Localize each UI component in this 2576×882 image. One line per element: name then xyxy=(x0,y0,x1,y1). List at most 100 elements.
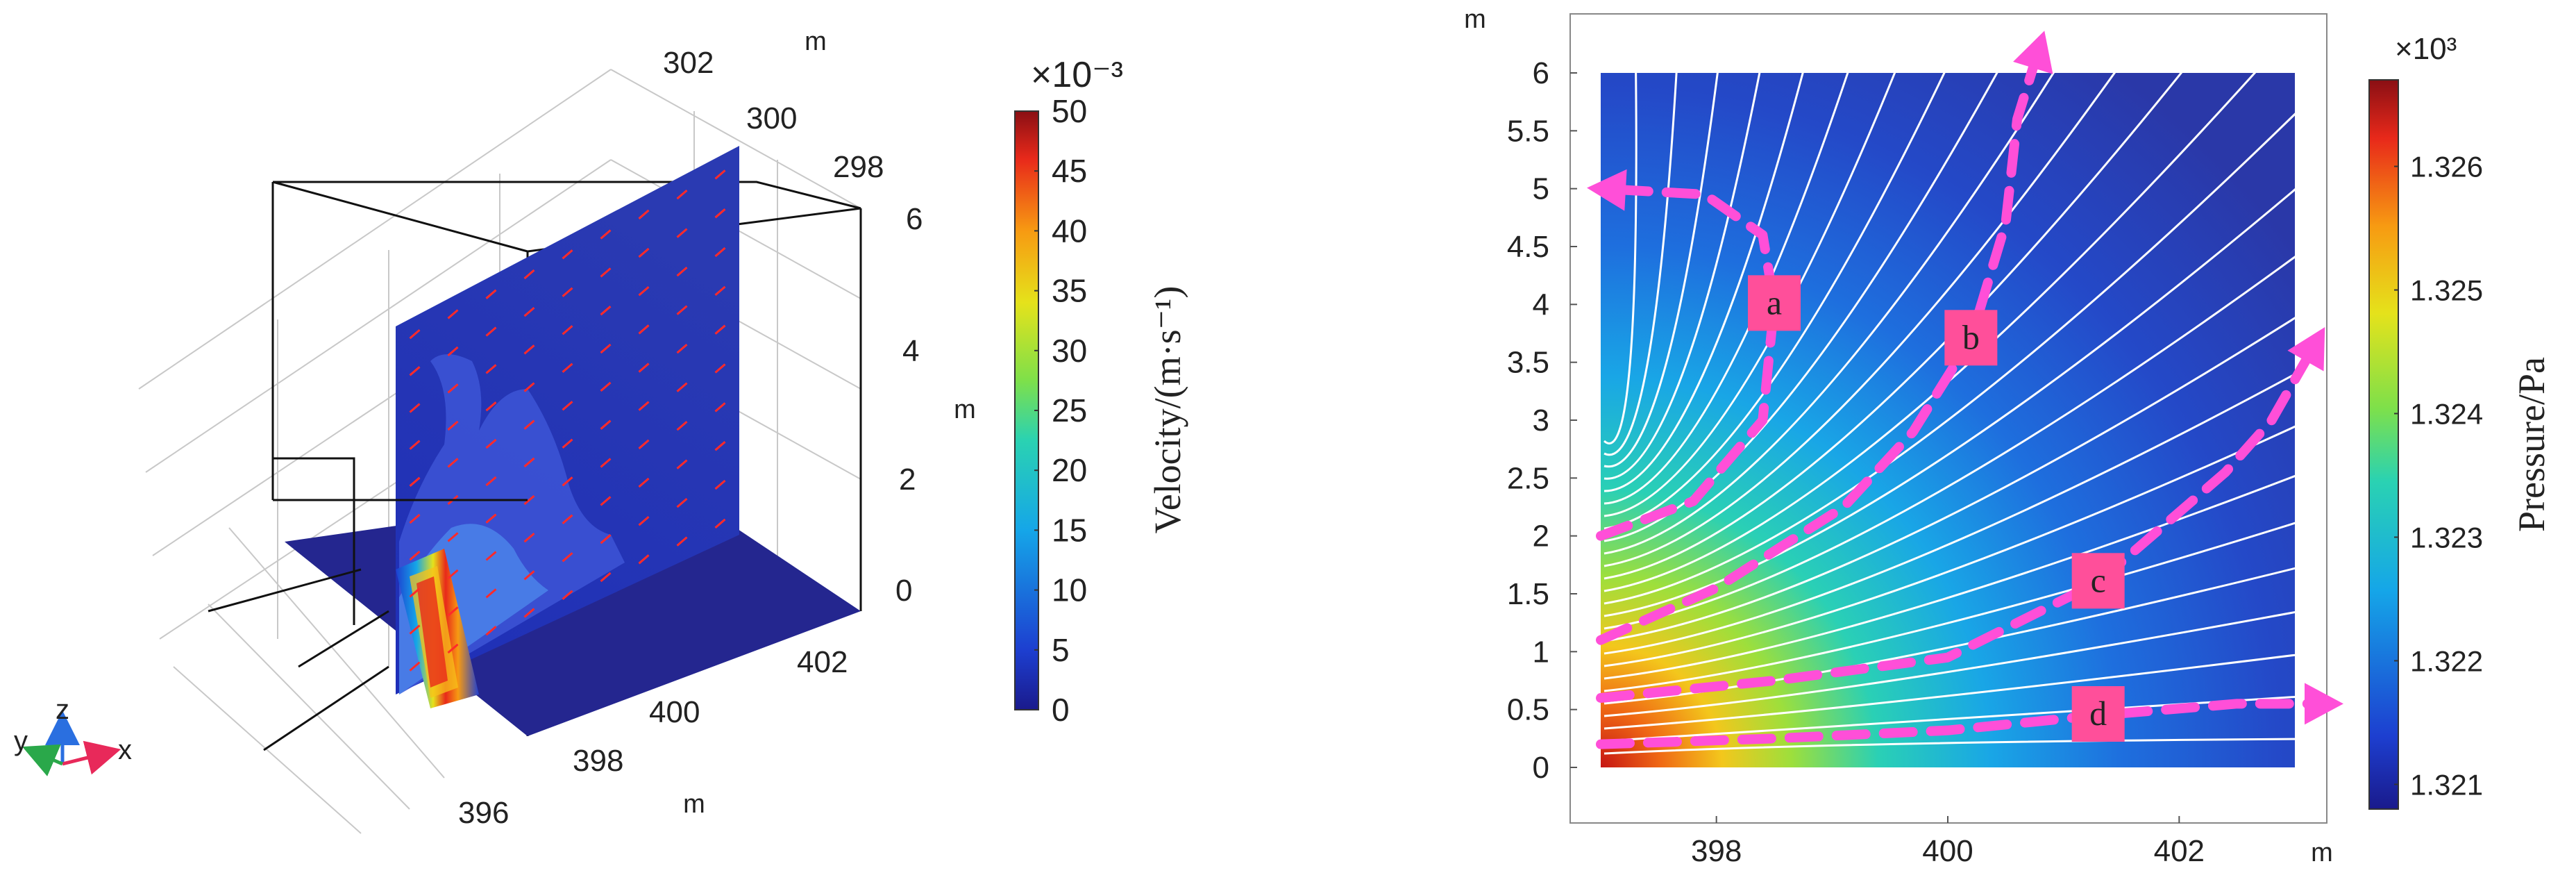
velocity-arrow xyxy=(562,476,573,487)
velocity-arrow xyxy=(447,309,459,319)
velocity-arrow xyxy=(485,326,497,337)
x-tick: 402 xyxy=(797,645,848,679)
streamline xyxy=(1603,474,2295,680)
flow-path-d xyxy=(1596,699,2334,749)
streamline xyxy=(1603,73,2183,580)
streamline xyxy=(1603,654,2295,730)
velocity-arrow xyxy=(485,438,497,449)
y-tick-label: 6 xyxy=(1533,56,1549,90)
velocity-arrow xyxy=(523,419,535,430)
velocity-arrow xyxy=(447,643,459,654)
velocity-arrow xyxy=(714,169,726,180)
y-unit: m xyxy=(805,27,827,56)
velocity-arrow xyxy=(523,494,535,506)
velocity-arrow xyxy=(600,229,612,240)
velocity-arrow xyxy=(447,420,459,431)
colorbar-tick-label: 25 xyxy=(1052,392,1087,428)
flow-path-arrowhead xyxy=(1587,169,1627,211)
streamline xyxy=(1603,113,2295,605)
streamline xyxy=(1603,73,2257,592)
x-tick-label: 402 xyxy=(2154,834,2205,868)
flow-path-arrowhead xyxy=(2287,326,2325,372)
velocity-arrow xyxy=(638,247,650,258)
streamline xyxy=(1603,522,2295,692)
y-tick-label: 0 xyxy=(1533,751,1549,785)
flow-path-label-box xyxy=(1748,275,1801,331)
velocity-arrow xyxy=(409,476,421,487)
velocity-arrow xyxy=(562,590,573,600)
colorbar-exponent: ×10³ xyxy=(2395,32,2457,66)
streamline xyxy=(1603,73,1678,456)
velocity-arrow xyxy=(562,249,573,260)
velocity-arrow xyxy=(638,286,650,297)
y-tick-label: 5.5 xyxy=(1507,114,1549,148)
colorbar-tick-label: 1.321 xyxy=(2410,768,2483,801)
velocity-arrow xyxy=(676,420,688,431)
velocity-arrow xyxy=(600,343,612,354)
velocity-arrow xyxy=(638,363,650,373)
flow-path-a xyxy=(1596,183,1779,541)
streamline xyxy=(1603,73,2055,555)
colorbar-tick-label: 20 xyxy=(1052,452,1087,488)
y-tick-label: 4 xyxy=(1533,288,1549,322)
velocity-arrow xyxy=(676,382,688,392)
velocity-arrow xyxy=(714,324,726,335)
velocity-colorbar: 0 5 10 15 20 25 30 35 40 45 50 ×10⁻³ Velocity/(m·s… xyxy=(1014,55,1188,728)
velocity-arrow xyxy=(676,497,688,508)
triad-z-label: z xyxy=(56,694,69,725)
velocity-arrow xyxy=(409,403,421,413)
velocity-arrow xyxy=(600,306,612,316)
colorbar-tick-label: 10 xyxy=(1052,572,1087,608)
velocity-arrow xyxy=(523,533,535,543)
streamline xyxy=(1603,610,2295,717)
velocity-arrow xyxy=(523,570,535,581)
flow-path-arrowhead xyxy=(2013,31,2053,74)
velocity-arrow xyxy=(714,402,726,413)
velocity-arrow xyxy=(447,532,459,542)
velocity-arrow xyxy=(638,209,650,219)
streamline xyxy=(1603,696,2295,742)
streamline xyxy=(1603,73,1761,480)
x-axis-3d: 402 400 398 396 m xyxy=(458,645,848,830)
velocity-arrow xyxy=(638,477,650,488)
velocity-arrow xyxy=(600,496,612,506)
velocity-arrow xyxy=(638,439,650,449)
x-axis-2d: 398 400 402 xyxy=(1691,816,2205,868)
velocity-arrow xyxy=(409,329,421,340)
velocity-arrow xyxy=(714,363,726,374)
velocity-arrow xyxy=(409,661,421,672)
velocity-arrow xyxy=(409,588,421,598)
velocity-arrows xyxy=(409,169,726,672)
triad-y-label: y xyxy=(14,726,28,756)
velocity-arrow xyxy=(485,476,497,486)
y-tick-label: 3.5 xyxy=(1507,346,1549,380)
y-tick: 300 xyxy=(746,101,797,135)
colorbar-tick-label: 1.326 xyxy=(2410,151,2483,183)
velocity-arrow xyxy=(600,381,612,392)
velocity-arrow xyxy=(523,344,535,355)
velocity-arrow xyxy=(676,305,688,315)
streamline xyxy=(1603,73,1638,444)
velocity-arrow xyxy=(638,554,650,565)
colorbar-gradient xyxy=(2368,79,2399,810)
triad-x-label: x xyxy=(118,735,132,765)
y-tick-label: 1 xyxy=(1533,635,1549,669)
velocity-arrow xyxy=(409,513,421,524)
streamline xyxy=(1603,73,1896,517)
velocity-arrow xyxy=(523,269,535,280)
right-2d-panel: a b c d 0 0.5 1 1.5 2 2.5 3 3.5 4 4.5 5 5.5 6 398 400 402… xyxy=(1464,5,2552,868)
z-tick: 2 xyxy=(899,463,916,497)
colorbar-tick-label: 40 xyxy=(1052,213,1087,249)
z-tick: 0 xyxy=(895,574,912,608)
velocity-arrow xyxy=(600,267,612,278)
z-axis-3d: 6 4 2 0 m xyxy=(895,202,976,608)
velocity-arrow xyxy=(714,518,726,529)
velocity-arrow xyxy=(562,363,573,373)
velocity-arrow xyxy=(485,289,497,299)
velocity-arrow xyxy=(523,307,535,317)
y-tick-label: 4.5 xyxy=(1507,230,1549,264)
y-tick-label: 2 xyxy=(1533,519,1549,554)
velocity-arrow xyxy=(676,459,688,469)
streamline xyxy=(1603,73,1804,492)
velocity-arrow xyxy=(485,401,497,412)
